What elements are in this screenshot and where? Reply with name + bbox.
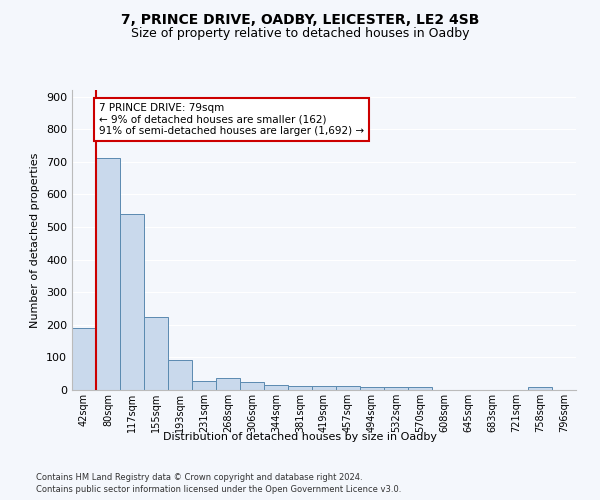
Bar	[528, 386, 552, 390]
Bar	[240, 382, 264, 390]
Bar	[216, 378, 240, 390]
Text: 7 PRINCE DRIVE: 79sqm
← 9% of detached houses are smaller (162)
91% of semi-deta: 7 PRINCE DRIVE: 79sqm ← 9% of detached h…	[99, 103, 364, 136]
Bar	[192, 381, 216, 390]
Bar	[96, 158, 120, 390]
Bar	[360, 386, 384, 390]
Bar	[168, 360, 192, 390]
Bar	[384, 386, 408, 390]
Bar	[120, 214, 144, 390]
Bar	[408, 388, 432, 390]
Text: 7, PRINCE DRIVE, OADBY, LEICESTER, LE2 4SB: 7, PRINCE DRIVE, OADBY, LEICESTER, LE2 4…	[121, 12, 479, 26]
Bar	[264, 386, 288, 390]
Bar	[288, 386, 312, 390]
Bar	[312, 386, 336, 390]
Bar	[72, 328, 96, 390]
Text: Distribution of detached houses by size in Oadby: Distribution of detached houses by size …	[163, 432, 437, 442]
Bar	[336, 386, 360, 390]
Bar	[144, 316, 168, 390]
Text: Size of property relative to detached houses in Oadby: Size of property relative to detached ho…	[131, 28, 469, 40]
Y-axis label: Number of detached properties: Number of detached properties	[31, 152, 40, 328]
Text: Contains public sector information licensed under the Open Government Licence v3: Contains public sector information licen…	[36, 485, 401, 494]
Text: Contains HM Land Registry data © Crown copyright and database right 2024.: Contains HM Land Registry data © Crown c…	[36, 472, 362, 482]
